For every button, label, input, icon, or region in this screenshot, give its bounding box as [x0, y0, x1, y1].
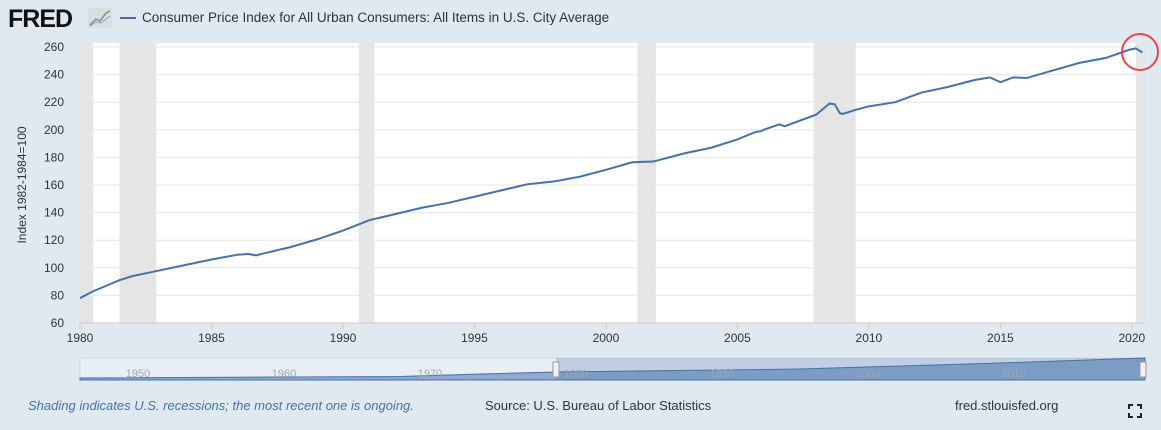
navigator-handle[interactable] [1139, 361, 1147, 378]
y-tick-label: 260 [44, 40, 64, 54]
recession-band [80, 43, 94, 323]
recession-band [358, 43, 375, 323]
recession-band [1135, 43, 1145, 323]
navigator-label: 1950 [126, 368, 150, 380]
navigator-scrollbar[interactable] [556, 358, 1145, 380]
y-tick-label: 200 [44, 123, 64, 137]
highlight-circle [1121, 33, 1159, 71]
x-tick-label: 1995 [461, 331, 488, 345]
navigator-label: 1960 [272, 368, 296, 380]
chart-title[interactable]: Consumer Price Index for All Urban Consu… [120, 10, 609, 25]
navigator-label: 1970 [418, 368, 442, 380]
navigator-label: 1980 [564, 368, 588, 380]
x-tick-label: 1985 [198, 331, 225, 345]
series-line [79, 47, 1143, 300]
x-tick-label: 1980 [67, 331, 94, 345]
fullscreen-icon[interactable] [1128, 404, 1142, 418]
recession-band [119, 43, 157, 323]
y-tick-label: 220 [44, 95, 64, 109]
source-text: Source: U.S. Bureau of Labor Statistics [485, 398, 712, 413]
y-tick-label: 120 [44, 233, 64, 247]
y-tick-label: 100 [44, 261, 64, 275]
y-tick-label: 180 [44, 150, 64, 164]
recession-band [813, 43, 856, 323]
navigator-label: 2010 [1002, 368, 1026, 380]
y-tick-label: 240 [44, 68, 64, 82]
x-tick-label: 1990 [330, 331, 357, 345]
x-tick-label: 2010 [856, 331, 883, 345]
y-axis-label: Index 1982-1984=100 [15, 126, 29, 243]
fred-logo: FRED [8, 5, 73, 33]
recession-note: Shading indicates U.S. recessions; the m… [28, 398, 414, 413]
y-tick-label: 60 [51, 316, 65, 330]
y-tick-label: 140 [44, 206, 64, 220]
navigator-handle[interactable] [552, 361, 560, 378]
recession-band [637, 43, 656, 323]
legend-label: Consumer Price Index for All Urban Consu… [142, 10, 610, 25]
navigator-label: 2000 [856, 368, 880, 380]
chart-logo-icon [88, 8, 112, 28]
site-link[interactable]: fred.stlouisfed.org [955, 398, 1059, 413]
x-tick-label: 2020 [1119, 331, 1146, 345]
y-tick-label: 80 [51, 288, 65, 302]
legend-swatch [120, 17, 136, 20]
plot-area [80, 43, 1145, 323]
x-tick-label: 2000 [593, 331, 620, 345]
y-tick-label: 160 [44, 178, 64, 192]
x-tick-label: 2015 [987, 331, 1014, 345]
navigator-label: 1990 [710, 368, 734, 380]
x-tick-label: 2005 [724, 331, 751, 345]
